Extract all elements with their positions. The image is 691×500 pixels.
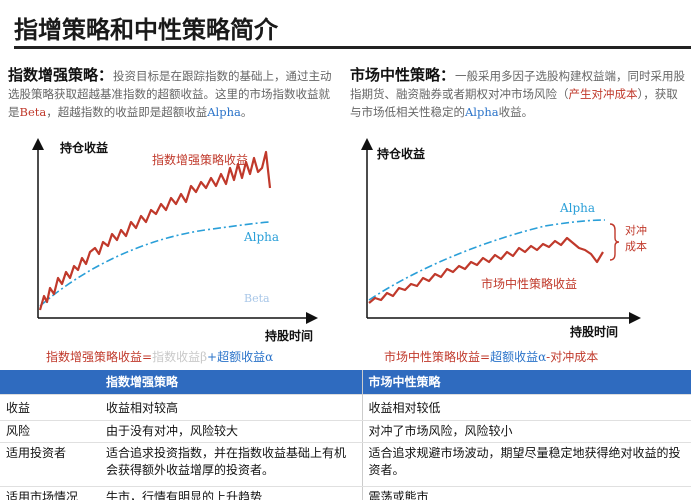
- left-beta-label: Beta: [244, 292, 270, 305]
- right-description-body1: 一般采用多因子选股构建权益端，同时采用股指期货、融资融券或者期权对冲市场风险（: [350, 69, 686, 101]
- table-cell: 风险: [0, 420, 100, 443]
- left-description-end: 。: [240, 105, 253, 119]
- comparison-table: 指数增强策略 市场中性策略 收益 收益相对较高 收益相对较低 风险 由于没有对冲…: [0, 370, 691, 500]
- left-formula-lhs: 指数增强策略收益=: [46, 350, 153, 364]
- right-description-lead: 市场中性策略：: [350, 66, 456, 84]
- table-header-cell: 市场中性策略: [362, 370, 691, 394]
- right-description-end: 收益。: [498, 105, 534, 119]
- left-description: 指数增强策略：投资目标是在跟踪指数的基础上，通过主动选股策略获取超越基准指数的超…: [8, 66, 336, 121]
- right-formula-mid: 超额收益α: [490, 350, 547, 364]
- table-header-cell: 指数增强策略: [100, 370, 363, 394]
- page-title: 指增策略和中性策略简介: [14, 15, 278, 44]
- left-strategy-series: [38, 150, 272, 311]
- table-cell: 牛市，行情有明显的上升趋势: [100, 486, 363, 500]
- table-cell: 收益相对较低: [362, 393, 691, 421]
- table-cell: 收益: [0, 393, 100, 421]
- hedge-cost-label-line1: 对冲: [625, 223, 647, 237]
- right-chart: 持仓收益 持股时间 市场中性策略收益 Alpha 对冲 成本: [361, 138, 647, 339]
- left-description-lead: 指数增强策略：: [8, 66, 114, 84]
- left-alpha-curve: [39, 221, 271, 307]
- right-description: 市场中性策略：一般采用多因子选股构建权益端，同时采用股指期货、融资融券或者期权对…: [350, 66, 685, 121]
- right-xlabel: 持股时间: [570, 324, 618, 339]
- right-formula: 市场中性策略收益=超额收益α-对冲成本: [384, 348, 598, 365]
- left-description-beta: Beta: [19, 105, 47, 119]
- right-strategy-series: [368, 236, 604, 304]
- left-chart: 持仓收益 持股时间 指数增强策略收益 Alpha Beta: [32, 138, 318, 343]
- hedge-cost-brace: [609, 223, 620, 261]
- left-description-body1: 投资目标是在跟踪指数的基础上，通过主动选股策略获取超越基准指数的超额收益。这里的…: [8, 69, 332, 119]
- right-ylabel: 持仓收益: [377, 146, 425, 161]
- table-cell: 适用投资者: [0, 442, 100, 487]
- table-cell: 适合追求投资指数，并在指数收益基础上有机会获得额外收益增厚的投资者。: [100, 442, 363, 487]
- table-row: 风险 由于没有对冲，风险较大 对冲了市场风险，风险较小: [0, 420, 691, 443]
- left-formula: 指数增强策略收益=指数收益β+超额收益α: [46, 348, 273, 365]
- right-series-label: 市场中性策略收益: [481, 276, 577, 291]
- right-description-body2: ），获取与市场低相关性稳定的: [350, 87, 678, 119]
- left-series-label: 指数增强策略收益: [152, 152, 248, 167]
- left-description-body2: ，超越指数的收益即是超额收益: [46, 105, 208, 119]
- table-row: 收益 收益相对较高 收益相对较低: [0, 393, 691, 421]
- left-description-alpha: Alpha: [207, 105, 241, 119]
- table-cell: 收益相对较高: [100, 393, 363, 421]
- table-cell: 适合追求规避市场波动，期望尽量稳定地获得绝对收益的投资者。: [362, 442, 691, 487]
- right-formula-rhs: -对冲成本: [546, 350, 599, 364]
- hedge-cost-label-line2: 成本: [625, 239, 647, 253]
- left-xlabel: 持股时间: [265, 328, 313, 343]
- title-divider: [14, 46, 691, 49]
- left-ylabel: 持仓收益: [60, 140, 108, 155]
- right-alpha-curve: [368, 219, 606, 301]
- left-formula-rhs: 超额收益α: [217, 350, 274, 364]
- table-cell: 由于没有对冲，风险较大: [100, 420, 363, 443]
- right-formula-lhs: 市场中性策略收益=: [384, 350, 491, 364]
- table-row: 适用投资者 适合追求投资指数，并在指数收益基础上有机会获得额外收益增厚的投资者。…: [0, 442, 691, 487]
- left-formula-plus: +: [207, 350, 218, 364]
- left-alpha-label: Alpha: [243, 230, 279, 244]
- right-alpha-label: Alpha: [559, 201, 595, 215]
- right-description-cost: 产生对冲成本: [568, 87, 638, 101]
- table-header-cell: [0, 370, 100, 394]
- table-row: 适用市场情况 牛市，行情有明显的上升趋势 震荡或熊市: [0, 486, 691, 500]
- table-cell: 适用市场情况: [6, 489, 79, 500]
- table-header-row: 指数增强策略 市场中性策略: [0, 370, 691, 394]
- right-description-alpha: Alpha: [465, 105, 499, 119]
- table-cell: 震荡或熊市: [368, 489, 429, 500]
- table-cell: 对冲了市场风险，风险较小: [362, 420, 691, 443]
- left-formula-ghost: 指数收益β: [152, 350, 208, 364]
